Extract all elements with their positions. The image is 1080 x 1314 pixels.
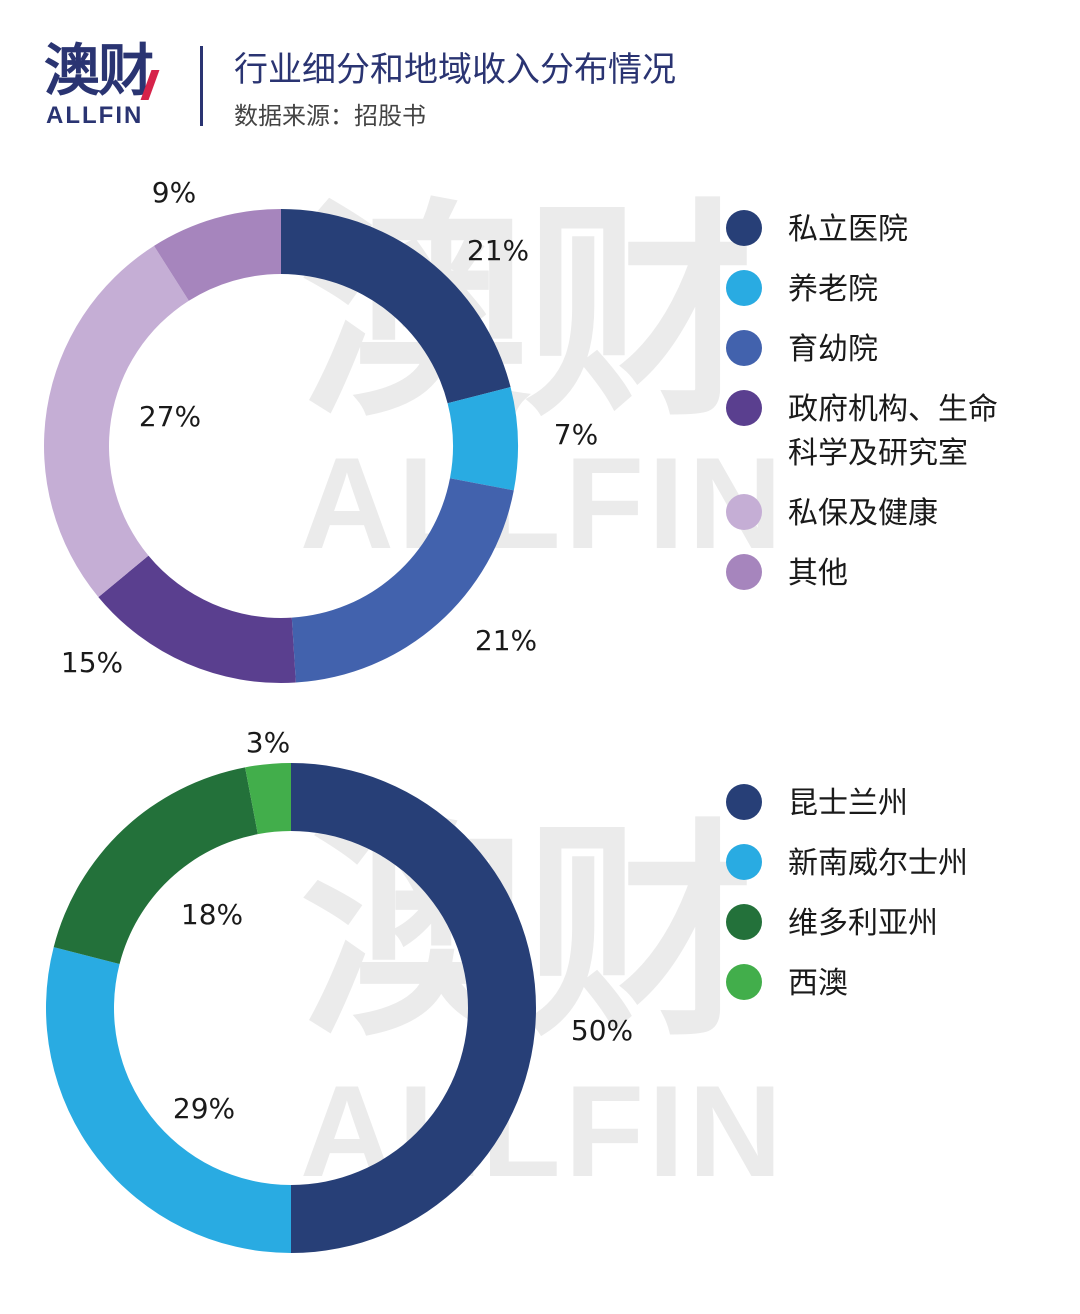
chart1-legend-item: 新南威尔士州 (726, 842, 1056, 886)
chart0-legend-swatch (726, 210, 762, 246)
chart0-legend-swatch (726, 494, 762, 530)
chart0-legend-item: 其他 (726, 552, 1056, 596)
chart1-legend-item: 维多利亚州 (726, 902, 1056, 946)
chart0-legend-swatch (726, 270, 762, 306)
chart0-legend-label: 育幼院 (788, 332, 878, 367)
legend-region: 昆士兰州新南威尔士州 维多利亚州西澳 (726, 782, 1056, 1022)
chart0-legend-item: 私立医院 (726, 208, 1056, 252)
chart0-legend-item: 私保及健康 (726, 492, 1056, 536)
chart1-legend-swatch (726, 904, 762, 940)
chart0-legend-item: 政府机构、生命科学及研究室 (726, 388, 1056, 476)
chart0-legend-item: 育幼院 (726, 328, 1056, 372)
chart1-data-label-3: 3% (246, 726, 290, 759)
chart0-slice-2 (291, 478, 514, 683)
chart1-legend-swatch (726, 784, 762, 820)
chart1-legend-label: 新南威尔士州 (788, 846, 968, 881)
chart0-data-label-2: 21% (475, 624, 537, 657)
chart0-slice-3 (98, 555, 296, 683)
chart0-legend-label: 政府机构、生命科学及研究室 (788, 392, 998, 471)
chart1-legend-label: 西澳 (788, 966, 848, 1001)
chart1-legend-swatch (726, 844, 762, 880)
chart0-legend-label: 其他 (788, 556, 848, 591)
chart1-legend-label: 昆士兰州 (788, 786, 908, 821)
chart1-legend-swatch (726, 964, 762, 1000)
chart0-legend-swatch (726, 554, 762, 590)
legend-industry: 私立医院养老院育幼院政府机构、生命科学及研究室私保及健康其他 (726, 208, 1056, 612)
chart0-data-label-3: 15% (61, 646, 123, 679)
chart1-legend-label: 维多利亚州 (788, 906, 938, 941)
chart1-legend-item: 西澳 (726, 962, 1056, 1006)
chart0-slice-0 (281, 209, 511, 404)
logo: 澳财 ALLFIN (40, 40, 170, 130)
page-title: 行业细分和地域收入分布情况 (234, 50, 676, 90)
chart1-legend-item: 昆士兰州 (726, 782, 1056, 826)
header-divider (200, 46, 203, 126)
logo-en: ALLFIN (46, 102, 144, 129)
chart0-legend-item: 养老院 (726, 268, 1056, 312)
chart0-data-label-1: 7% (554, 418, 598, 451)
chart0-legend-label: 私保及健康 (788, 496, 938, 531)
chart0-data-label-0: 21% (467, 234, 529, 267)
chart1-slice-1 (46, 947, 292, 1253)
chart1-slice-0 (291, 763, 536, 1253)
chart0-legend-label: 养老院 (788, 272, 878, 307)
chart1-data-label-2: 18% (181, 898, 243, 931)
data-source: 数据来源：招股书 (234, 102, 426, 130)
chart1-slice-3 (245, 762, 291, 835)
chart1-data-label-1: 29% (173, 1092, 235, 1125)
chart0-slice-5 (154, 209, 281, 301)
chart0-legend-label: 私立医院 (788, 212, 908, 247)
chart0-data-label-5: 9% (152, 176, 196, 209)
chart1-slice-2 (53, 767, 258, 964)
chart0-legend-swatch (726, 330, 762, 366)
chart1-data-label-0: 50% (571, 1014, 633, 1047)
chart0-legend-swatch (726, 390, 762, 426)
chart0-data-label-4: 27% (139, 400, 201, 433)
chart0-slice-4 (44, 245, 189, 598)
chart0-slice-1 (447, 387, 518, 491)
logo-cn: 澳财 (44, 39, 154, 104)
